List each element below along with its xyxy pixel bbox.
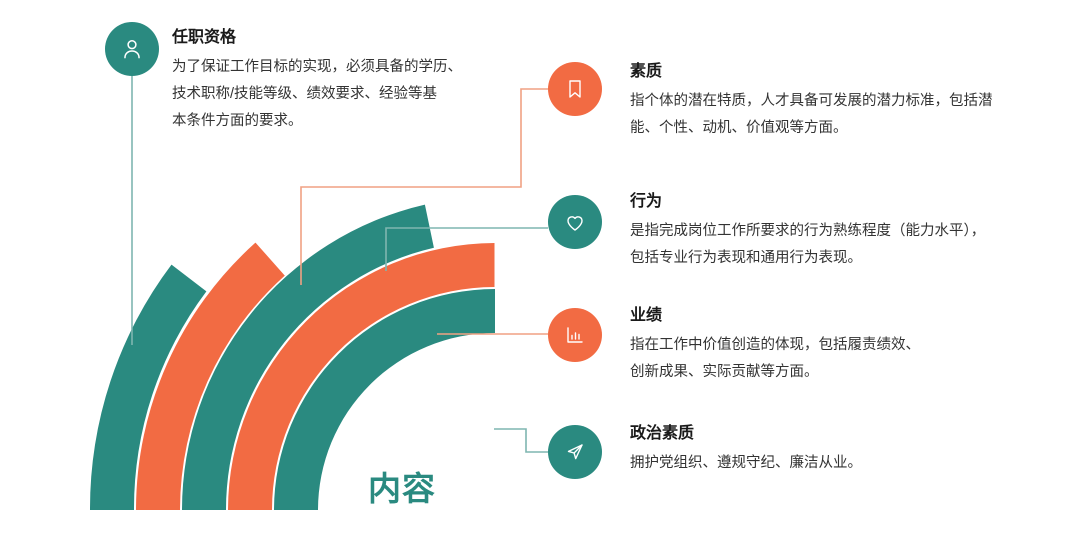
arc-ring-quality bbox=[136, 242, 285, 510]
user-icon bbox=[124, 40, 140, 59]
connector-line-behavior bbox=[385, 227, 548, 271]
item-body-political: 拥护党组织、遵规守纪、廉洁从业。 bbox=[630, 455, 862, 472]
connector-line-political bbox=[494, 428, 548, 453]
connector-line-quality bbox=[300, 88, 548, 285]
icon-circle-behavior[interactable] bbox=[548, 195, 602, 249]
arc-ring-behavior bbox=[181, 204, 434, 510]
icon-circle-political[interactable] bbox=[548, 425, 602, 479]
item-title-performance: 业绩 bbox=[630, 307, 663, 324]
arc-ring-qualification bbox=[89, 264, 207, 510]
item-body-performance: 指在工作中价值创造的体现，包括履责绩效、 创新成果、实际贡献等方面。 bbox=[630, 337, 920, 380]
arc-ring-political bbox=[274, 289, 495, 510]
text-block-quality: 素质 指个体的潜在特质，人才具备可发展的潜力标准，包括潜 能、个性、动机、价值观… bbox=[630, 62, 1060, 142]
icon-circle-performance[interactable] bbox=[548, 308, 602, 362]
bar-chart-icon bbox=[567, 327, 583, 343]
icon-circle-quality[interactable] bbox=[548, 62, 602, 116]
text-block-political: 政治素质 拥护党组织、遵规守纪、廉洁从业。 bbox=[630, 424, 1060, 477]
text-block-performance: 业绩 指在工作中价值创造的体现，包括履责绩效、 创新成果、实际贡献等方面。 bbox=[630, 306, 1060, 386]
item-body-behavior: 是指完成岗位工作所要求的行为熟练程度（能力水平）， 包括专业行为表现和通用行为表… bbox=[630, 223, 986, 266]
icon-circle-qualification[interactable] bbox=[105, 22, 159, 76]
text-block-qualification: 任职资格 为了保证工作目标的实现，必须具备的学历、 技术职称/技能等级、绩效要求… bbox=[172, 28, 532, 135]
text-block-behavior: 行为 是指完成岗位工作所要求的行为熟练程度（能力水平）， 包括专业行为表现和通用… bbox=[630, 192, 1060, 272]
arc-ring-performance bbox=[228, 243, 495, 510]
heart-icon bbox=[567, 216, 583, 231]
item-title-quality: 素质 bbox=[630, 63, 663, 80]
send-icon bbox=[567, 444, 583, 460]
item-title-qualification: 任职资格 bbox=[172, 29, 237, 46]
fan-center-label: 内容 bbox=[368, 470, 436, 507]
item-body-qualification: 为了保证工作目标的实现，必须具备的学历、 技术职称/技能等级、绩效要求、经验等基… bbox=[172, 59, 462, 129]
item-title-political: 政治素质 bbox=[630, 425, 695, 442]
item-body-quality: 指个体的潜在特质，人才具备可发展的潜力标准，包括潜 能、个性、动机、价值观等方面… bbox=[630, 93, 993, 136]
bookmark-icon bbox=[569, 80, 581, 98]
item-title-behavior: 行为 bbox=[630, 193, 663, 210]
